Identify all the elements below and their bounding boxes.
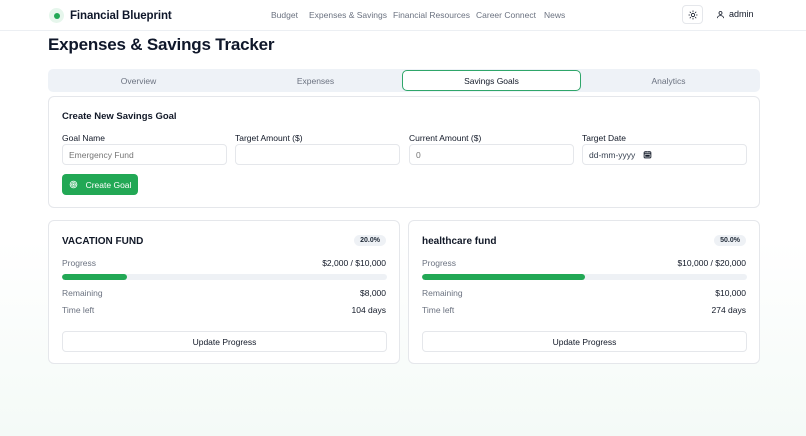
target-icon [69,180,78,189]
tab-bar: Overview Expenses Savings Goals Analytic… [48,69,760,92]
brand-logo[interactable]: Financial Blueprint [49,8,172,23]
progress-label: Progress [62,258,97,268]
goal-name-input[interactable] [62,144,227,165]
time-left-row: Time left 274 days [422,305,746,315]
brand-dot-icon [49,8,64,23]
current-amount-label: Current Amount ($) [409,133,482,143]
remaining-label: Remaining [422,288,463,298]
create-goal-button-label: Create Goal [85,179,132,190]
user-menu[interactable]: admin [716,9,754,19]
update-progress-button[interactable]: Update Progress [62,331,387,352]
remaining-row: Remaining $10,000 [422,288,746,298]
goal-percent-badge: 20.0% [354,235,386,246]
target-date-placeholder: dd-mm-yyyy [589,149,636,160]
progress-label: Progress [422,258,457,268]
tab-savings-goals[interactable]: Savings Goals [402,70,581,91]
time-left-value: 104 days [351,305,387,315]
progress-row: Progress $2,000 / $10,000 [62,258,386,268]
target-amount-input[interactable] [235,144,400,165]
goal-title: VACATION FUND [62,236,144,247]
nav-link-career-connect[interactable]: Career Connect [476,10,537,20]
progress-bar-fill [62,274,127,280]
target-amount-label: Target Amount ($) [235,133,303,143]
progress-bar [422,274,747,280]
theme-toggle-button[interactable] [682,5,703,24]
nav-link-news[interactable]: News [544,10,566,20]
tab-analytics[interactable]: Analytics [651,75,686,86]
time-left-row: Time left 104 days [62,305,386,315]
goal-name-label: Goal Name [62,133,105,143]
create-goal-button[interactable]: Create Goal [62,174,138,195]
user-name: admin [729,9,754,19]
goal-title: healthcare fund [422,236,497,247]
current-amount-input[interactable] [409,144,574,165]
create-goal-title: Create New Savings Goal [62,111,177,122]
main-nav: Budget Expenses & Savings Financial Reso… [0,10,806,22]
time-left-label: Time left [62,305,95,315]
remaining-value: $10,000 [715,288,746,298]
time-left-value: 274 days [711,305,747,315]
goal-card-vacation: VACATION FUND 20.0% Progress $2,000 / $1… [48,220,400,364]
remaining-label: Remaining [62,288,103,298]
nav-link-budget[interactable]: Budget [271,10,298,20]
tab-expenses[interactable]: Expenses [296,75,335,86]
progress-row: Progress $10,000 / $20,000 [422,258,746,268]
sun-icon [687,9,698,20]
target-date-label: Target Date [582,133,626,143]
time-left-label: Time left [422,305,455,315]
page-title: Expenses & Savings Tracker [48,35,275,54]
progress-bar [62,274,387,280]
tab-overview[interactable]: Overview [120,75,157,86]
create-goal-card: Create New Savings Goal Goal Name Target… [48,96,760,208]
progress-bar-fill [422,274,585,280]
update-progress-button[interactable]: Update Progress [422,331,747,352]
goal-percent-badge: 50.0% [714,235,746,246]
goal-card-healthcare: healthcare fund 50.0% Progress $10,000 /… [408,220,760,364]
nav-link-financial-resources[interactable]: Financial Resources [393,10,471,20]
brand-name: Financial Blueprint [70,9,172,22]
progress-value: $2,000 / $10,000 [322,258,386,268]
nav-link-expenses-savings[interactable]: Expenses & Savings [309,10,387,20]
remaining-value: $8,000 [360,288,386,298]
top-navbar: Financial Blueprint Budget Expenses & Sa… [0,0,806,31]
user-icon [717,10,724,18]
remaining-row: Remaining $8,000 [62,288,386,298]
progress-value: $10,000 / $20,000 [677,258,746,268]
target-date-input[interactable]: dd-mm-yyyy [582,144,747,165]
calendar-icon[interactable] [643,150,652,159]
